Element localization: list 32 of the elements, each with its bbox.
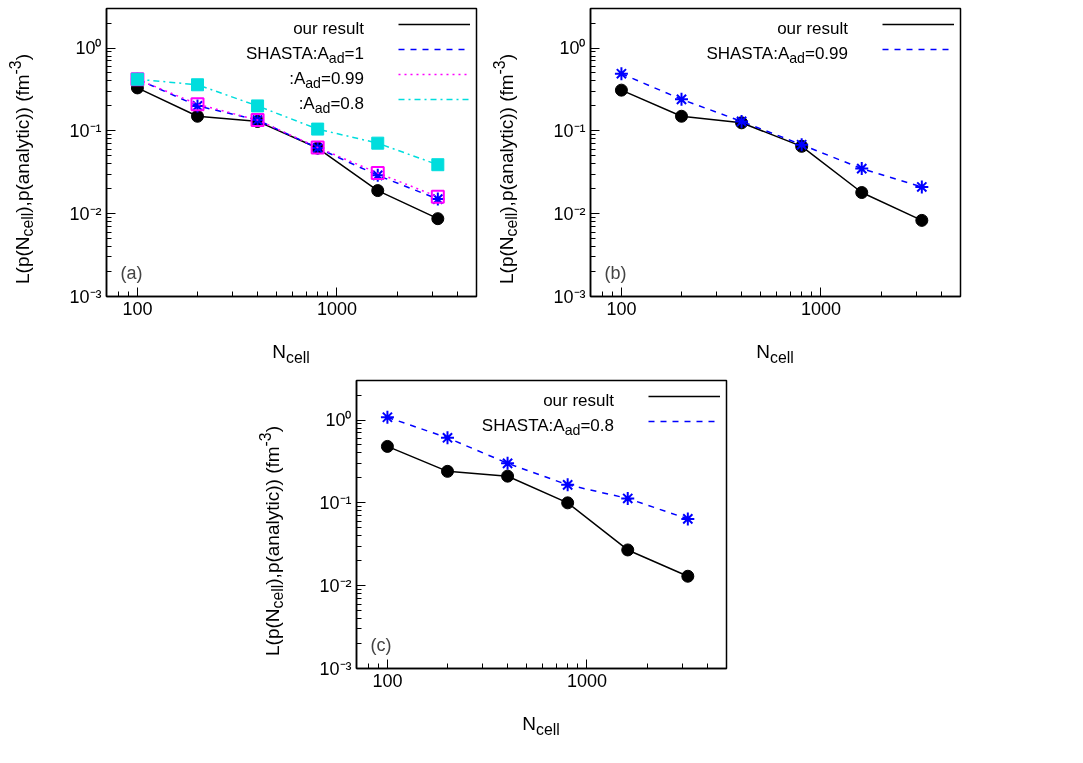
legend-label: our result (292, 18, 364, 40)
annotation: (b) (604, 262, 627, 283)
y-tick-label: 10⁻¹ (319, 492, 352, 513)
annotation: (a) (120, 262, 143, 283)
x-tick-label: 1000 (800, 298, 842, 319)
y-tick-label: 10⁻¹ (553, 120, 586, 141)
y-tick-label: 10⁻² (69, 203, 102, 224)
legend-label: SHASTA:A$_{ad}$=0.99 (705, 43, 848, 67)
legend-label: :A$_{ad}$=0.99 (288, 68, 364, 92)
x-tick-label: 1000 (316, 298, 358, 319)
x-axis-title: N$_{cell}$ (271, 340, 311, 368)
y-tick-label: 10⁻¹ (69, 120, 102, 141)
y-tick-label: 10⁻³ (69, 286, 102, 307)
annotation: (c) (370, 634, 392, 655)
legend-label: :A$_{ad}$=0.8 (297, 93, 364, 117)
legend-label: our result (776, 18, 848, 40)
x-tick-label: 100 (122, 298, 153, 319)
y-tick-label: 10⁻³ (319, 658, 352, 679)
y-tick-label: 10⁰ (325, 410, 352, 431)
x-tick-label: 1000 (566, 670, 608, 691)
y-tick-label: 10⁰ (559, 38, 586, 59)
y-tick-label: 10⁻² (553, 203, 586, 224)
legend-label: our result (542, 390, 614, 412)
y-tick-label: 10⁻² (319, 575, 352, 596)
y-tick-label: 10⁰ (75, 38, 102, 59)
x-axis-title: N$_{cell}$ (521, 712, 561, 740)
legend-label: SHASTA:A$_{ad}$=0.8 (480, 415, 614, 439)
legend-label: SHASTA:A$_{ad}$=1 (245, 43, 364, 67)
x-tick-label: 100 (606, 298, 637, 319)
y-tick-label: 10⁻³ (553, 286, 586, 307)
x-axis-title: N$_{cell}$ (755, 340, 795, 368)
x-tick-label: 100 (372, 670, 403, 691)
